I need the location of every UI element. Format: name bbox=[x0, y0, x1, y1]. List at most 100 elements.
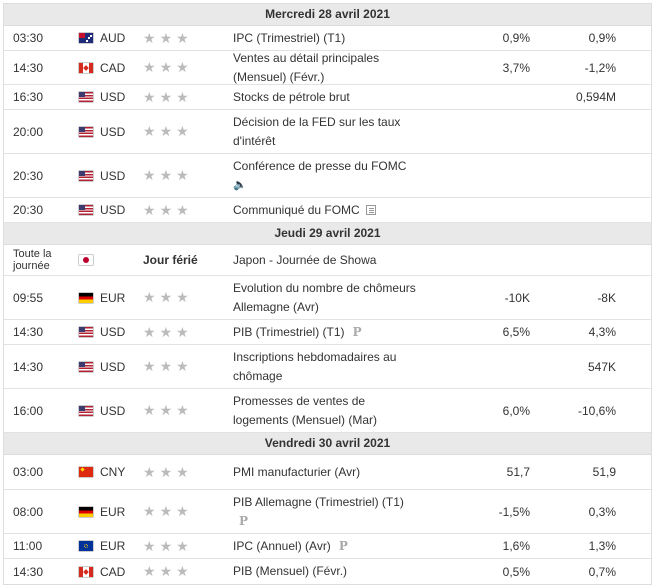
star-icon: ★ bbox=[159, 29, 173, 46]
document-icon[interactable] bbox=[365, 205, 376, 215]
flag-usd-icon bbox=[79, 92, 93, 102]
event-row[interactable]: 14:30 USD ★ ★ ★ PIB (Trimestriel) (T1) P 6,5% 4,… bbox=[4, 320, 651, 345]
importance-stars: ★ ★ ★ bbox=[143, 198, 223, 222]
previous-value: -1,2% bbox=[584, 60, 616, 75]
economic-calendar: Mercredi 28 avril 2021 03:30 AUD ★ ★ ★ IPC (Tr… bbox=[3, 3, 652, 585]
event-title[interactable]: Evolution du nombre de chômeurs Allemagn… bbox=[233, 280, 416, 314]
event-title[interactable]: Ventes au détail principales (Mensuel) (… bbox=[233, 50, 380, 84]
flag-cell bbox=[79, 320, 93, 344]
event-row[interactable]: 09:55 EUR ★ ★ ★ Evolution du nombre de chômeu… bbox=[4, 276, 651, 320]
event-row[interactable]: 14:30 CAD ★ ★ ★ Ventes au détail principales … bbox=[4, 51, 651, 85]
event-name[interactable]: Evolution du nombre de chômeurs Allemagn… bbox=[233, 276, 423, 319]
flag-jpy-icon bbox=[79, 255, 93, 265]
event-title[interactable]: Inscriptions hebdomadaires au chômage bbox=[233, 349, 397, 383]
event-title[interactable]: Promesses de ventes de logements (Mensue… bbox=[233, 393, 378, 427]
event-title[interactable]: Décision de la FED sur les taux d'intérê… bbox=[233, 114, 401, 148]
currency-code: EUR bbox=[100, 539, 126, 553]
star-icon: ★ bbox=[159, 323, 173, 340]
event-title[interactable]: Communiqué du FOMC bbox=[233, 202, 360, 217]
star-icon: ★ bbox=[143, 563, 156, 579]
event-title[interactable]: IPC (Trimestriel) (T1) bbox=[233, 30, 346, 45]
event-name[interactable]: Promesses de ventes de logements (Mensue… bbox=[233, 389, 423, 432]
event-row[interactable]: 16:00 USD ★ ★ ★ Promesses de ventes de logeme… bbox=[4, 389, 651, 433]
event-name[interactable]: Décision de la FED sur les taux d'intérê… bbox=[233, 110, 423, 153]
event-name[interactable]: Japon - Journée de Showa bbox=[233, 245, 423, 275]
event-row[interactable]: 20:30 USD ★ ★ ★ Conférence de presse du FOMC 🔈 bbox=[4, 154, 651, 198]
star-icon: ★ bbox=[176, 167, 189, 183]
star-icon: ★ bbox=[176, 289, 189, 305]
currency-code: USD bbox=[100, 90, 126, 104]
previous-value bbox=[534, 154, 616, 197]
event-name[interactable]: Conférence de presse du FOMC 🔈 bbox=[233, 154, 423, 197]
previous-value: 0,3% bbox=[588, 504, 616, 519]
actual-value bbox=[434, 245, 530, 275]
flag-cell bbox=[79, 85, 93, 109]
event-title[interactable]: Japon - Journée de Showa bbox=[233, 252, 377, 267]
speaker-icon[interactable]: 🔈 bbox=[233, 178, 247, 191]
event-row[interactable]: 20:30 USD ★ ★ ★ Communiqué du FOMC bbox=[4, 198, 651, 223]
event-row[interactable]: 11:00 EUR ★ ★ ★ IPC (Annuel) (Avr) P 1,6% 1,3% bbox=[4, 534, 651, 559]
previous-value: 0,594M bbox=[575, 90, 616, 104]
previous-value bbox=[534, 245, 616, 275]
flag-usd-icon bbox=[79, 205, 93, 215]
actual-value: 3,7% bbox=[502, 60, 530, 75]
event-time: 09:55 bbox=[13, 290, 44, 305]
event-row[interactable]: 14:30 USD ★ ★ ★ Inscriptions hebdomadaires au… bbox=[4, 345, 651, 389]
previous-value: 1,3% bbox=[588, 539, 616, 553]
event-name[interactable]: PIB Allemagne (Trimestriel) (T1) P bbox=[233, 490, 423, 533]
event-title[interactable]: Stocks de pétrole brut bbox=[233, 89, 350, 104]
event-time: 20:30 bbox=[13, 168, 44, 183]
event-time: 20:30 bbox=[13, 203, 44, 217]
star-icon: ★ bbox=[159, 123, 173, 139]
event-row[interactable]: 14:30 CAD ★ ★ ★ PIB (Mensuel) (Févr.) 0,5% 0,7% bbox=[4, 559, 651, 584]
event-title[interactable]: PMI manufacturier (Avr) bbox=[233, 464, 361, 479]
event-name[interactable]: PIB (Trimestriel) (T1) P bbox=[233, 320, 423, 344]
actual-value bbox=[434, 154, 530, 197]
event-name[interactable]: Ventes au détail principales (Mensuel) (… bbox=[233, 51, 423, 84]
star-icon: ★ bbox=[143, 358, 156, 374]
preliminary-icon: P bbox=[239, 513, 249, 528]
star-icon: ★ bbox=[159, 563, 173, 579]
event-title[interactable]: PIB Allemagne (Trimestriel) (T1) bbox=[233, 494, 404, 509]
event-name[interactable]: Communiqué du FOMC bbox=[233, 198, 423, 222]
event-row[interactable]: 08:00 EUR ★ ★ ★ PIB Allemagne (Trimestriel) (… bbox=[4, 490, 651, 534]
event-row[interactable]: Toute la journée Jour férié Japon - Journé… bbox=[4, 245, 651, 276]
event-time: 14:30 bbox=[13, 359, 44, 374]
event-name[interactable]: Stocks de pétrole brut bbox=[233, 85, 423, 109]
flag-cad-icon bbox=[79, 62, 93, 73]
actual-value bbox=[434, 110, 530, 153]
importance-stars: ★ ★ ★ bbox=[143, 389, 223, 432]
currency-code: USD bbox=[100, 203, 126, 217]
event-name[interactable]: PIB (Mensuel) (Févr.) bbox=[233, 559, 423, 584]
star-icon: ★ bbox=[143, 323, 156, 340]
event-name[interactable]: IPC (Annuel) (Avr) P bbox=[233, 534, 423, 558]
star-icon: ★ bbox=[143, 289, 156, 305]
flag-cad-icon bbox=[79, 566, 93, 577]
event-title[interactable]: PIB (Trimestriel) (T1) bbox=[233, 324, 345, 339]
event-time: 16:00 bbox=[13, 403, 44, 418]
importance-stars: ★ ★ ★ bbox=[143, 110, 223, 153]
flag-usd-icon bbox=[79, 327, 93, 337]
event-name[interactable]: PMI manufacturier (Avr) bbox=[233, 455, 423, 489]
flag-cell bbox=[79, 154, 93, 197]
event-name[interactable]: Inscriptions hebdomadaires au chômage bbox=[233, 345, 423, 388]
flag-aud-icon bbox=[79, 33, 93, 43]
event-row[interactable]: 20:00 USD ★ ★ ★ Décision de la FED sur les ta… bbox=[4, 110, 651, 154]
event-row[interactable]: 16:30 USD ★ ★ ★ Stocks de pétrole brut 0,594M bbox=[4, 85, 651, 110]
actual-value: -1,5% bbox=[498, 504, 530, 519]
event-row[interactable]: 03:30 AUD ★ ★ ★ IPC (Trimestriel) (T1) 0,9% 0,9… bbox=[4, 26, 651, 51]
previous-value: 0,9% bbox=[588, 31, 616, 45]
star-icon: ★ bbox=[176, 323, 189, 340]
star-icon: ★ bbox=[159, 59, 173, 75]
event-time: 11:00 bbox=[13, 539, 43, 553]
event-name[interactable]: IPC (Trimestriel) (T1) bbox=[233, 26, 423, 50]
importance-stars: ★ ★ ★ bbox=[143, 559, 223, 584]
previous-value bbox=[534, 198, 616, 222]
event-row[interactable]: 03:00 CNY ★ ★ ★ PMI manufacturier (Avr) 51,7 51… bbox=[4, 455, 651, 490]
event-title[interactable]: Conférence de presse du FOMC bbox=[233, 158, 407, 173]
star-icon: ★ bbox=[159, 88, 173, 105]
event-title[interactable]: IPC (Annuel) (Avr) bbox=[233, 538, 331, 553]
event-time: 20:00 bbox=[13, 124, 44, 139]
star-icon: ★ bbox=[176, 563, 189, 579]
event-title[interactable]: PIB (Mensuel) (Févr.) bbox=[233, 564, 348, 578]
